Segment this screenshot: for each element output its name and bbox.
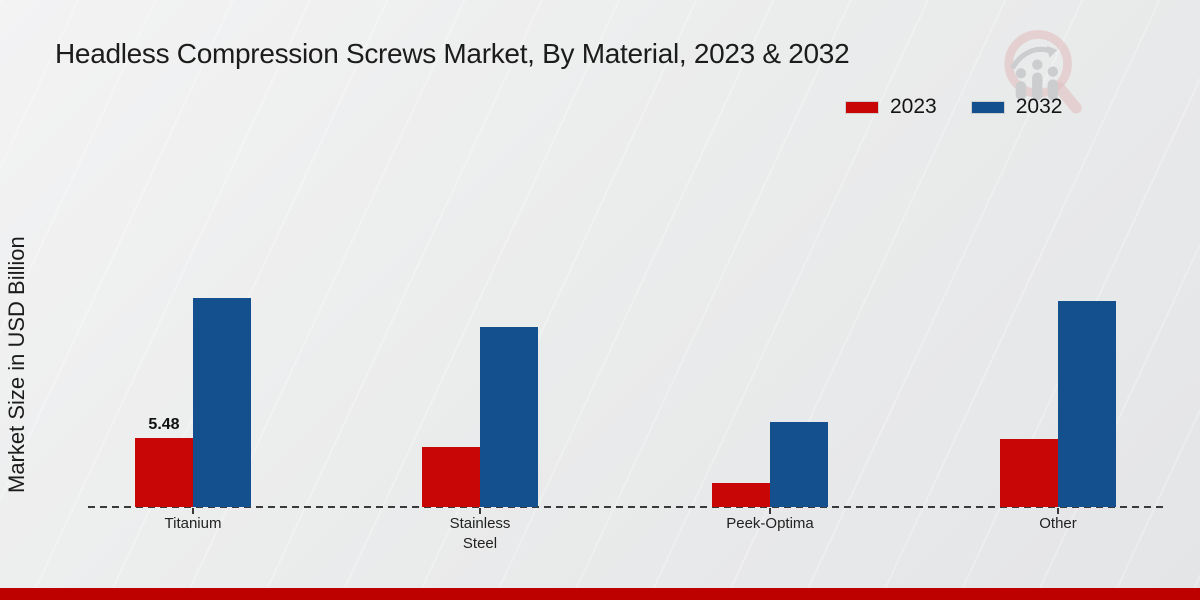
x-axis-tick — [1057, 508, 1059, 514]
bar-2032-stainless-steel[interactable] — [480, 327, 538, 507]
category-label-titanium: Titanium — [164, 515, 222, 532]
data-label: 5.48 — [148, 416, 180, 433]
x-axis-tick — [192, 508, 194, 514]
x-axis-baseline — [88, 506, 1163, 508]
legend-item-2032[interactable]: 2032 — [970, 95, 1063, 119]
legend-label-2032: 2032 — [1015, 95, 1063, 118]
legend-item-2023[interactable]: 2023 — [845, 95, 937, 119]
legend: 2023 2032 — [845, 95, 1062, 119]
bar-2023-titanium[interactable] — [135, 438, 193, 507]
category-label-stainless-steel: Stainless Steel — [449, 515, 511, 553]
magnifier-growth-chart-logo-icon — [1004, 30, 1082, 114]
legend-swatch-2032-icon — [970, 100, 1005, 114]
bar-2032-peek-optima[interactable] — [770, 422, 828, 507]
legend-label-2023: 2023 — [890, 95, 937, 118]
bar-2023-other[interactable] — [1000, 439, 1058, 507]
bar-2023-stainless-steel[interactable] — [422, 447, 480, 507]
bar-2032-other[interactable] — [1058, 301, 1116, 507]
bar-2032-titanium[interactable] — [193, 298, 251, 507]
x-axis-tick — [769, 508, 771, 514]
x-axis-tick — [479, 508, 481, 514]
chart-title: Headless Compression Screws Market, By M… — [55, 38, 850, 69]
legend-swatch-2023-icon — [845, 100, 879, 114]
category-label-other: Other — [1039, 515, 1077, 532]
bar-2023-peek-optima[interactable] — [712, 483, 770, 507]
category-label-peek-optima: Peek-Optima — [726, 515, 814, 532]
footer-accent-bar — [0, 588, 1200, 600]
